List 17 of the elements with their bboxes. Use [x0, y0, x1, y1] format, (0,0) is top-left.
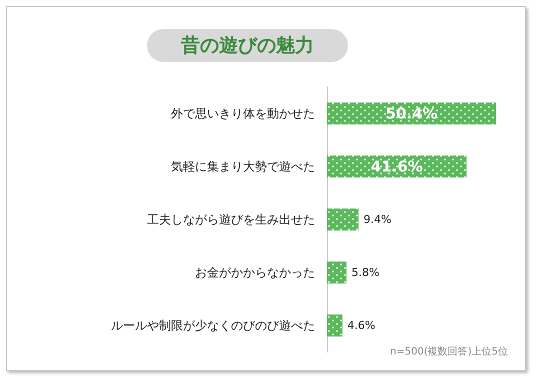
bar — [327, 208, 359, 230]
data-label: 41.6% — [370, 158, 423, 176]
y-tick-label: 外で思いきり体を動かせた — [171, 106, 315, 120]
y-tick-label: ルールや制限が少なくのびのび遊べた — [111, 318, 315, 332]
y-tick-label: 気軽に集まり大勢で遊べた — [171, 160, 315, 174]
y-tick-label: 工夫しながら遊びを生み出せた — [147, 212, 315, 226]
bar — [327, 314, 342, 336]
bar — [327, 262, 346, 284]
data-label: 4.6% — [347, 319, 376, 332]
data-label: 9.4% — [364, 213, 392, 226]
annotation: n=500(複数回答)上位5位 — [390, 346, 508, 358]
bar — [327, 156, 467, 178]
bar — [327, 102, 496, 124]
data-label: 5.8% — [351, 266, 380, 279]
data-label: 50.4% — [386, 104, 438, 122]
chart-title: 昔の遊びの魅力 — [180, 34, 314, 56]
y-tick-label: お金がかからなかった — [195, 266, 315, 280]
